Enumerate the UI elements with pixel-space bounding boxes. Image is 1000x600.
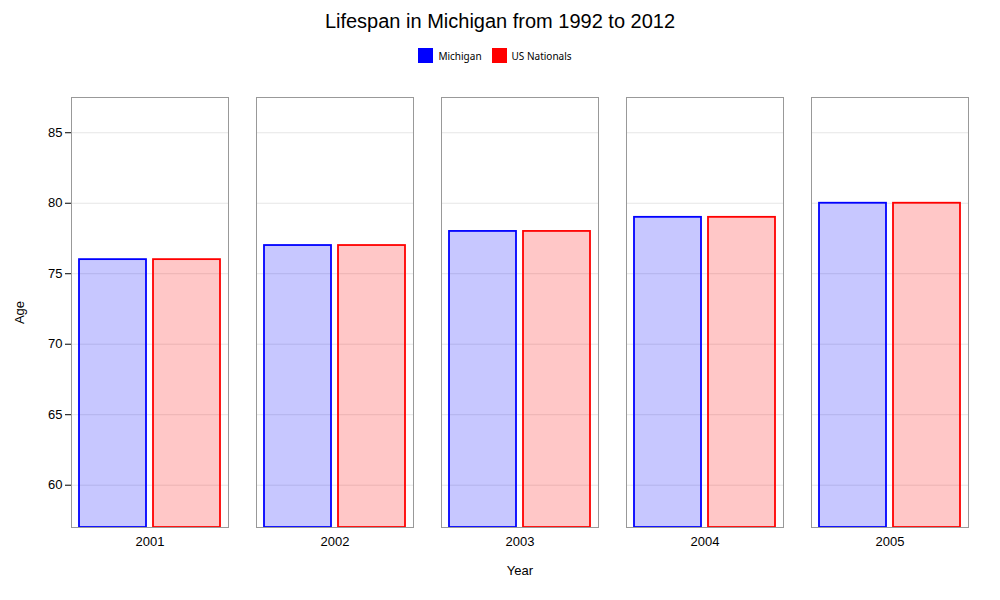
html-text:US Nationals: US Nationals xyxy=(511,48,572,63)
svg-text:80: 80 xyxy=(48,195,62,210)
svg-text:2004: 2004 xyxy=(691,534,720,549)
svg-text:2002: 2002 xyxy=(321,534,350,549)
svg-text:Age: Age xyxy=(12,301,27,324)
svg-text:85: 85 xyxy=(48,125,62,140)
svg-text:2001: 2001 xyxy=(136,534,165,549)
html-text:Lifespan in Michigan from 1992: Lifespan in Michigan from 1992 to 2012 xyxy=(324,10,676,32)
svg-text:65: 65 xyxy=(48,407,62,422)
svg-text:60: 60 xyxy=(48,477,62,492)
svg-text:2003: 2003 xyxy=(506,534,535,549)
html-text:Michigan: Michigan xyxy=(438,48,482,63)
svg-text:75: 75 xyxy=(48,266,62,281)
svg-text:70: 70 xyxy=(48,336,62,351)
svg-text:2005: 2005 xyxy=(876,534,905,549)
svg-text:Year: Year xyxy=(507,563,534,578)
